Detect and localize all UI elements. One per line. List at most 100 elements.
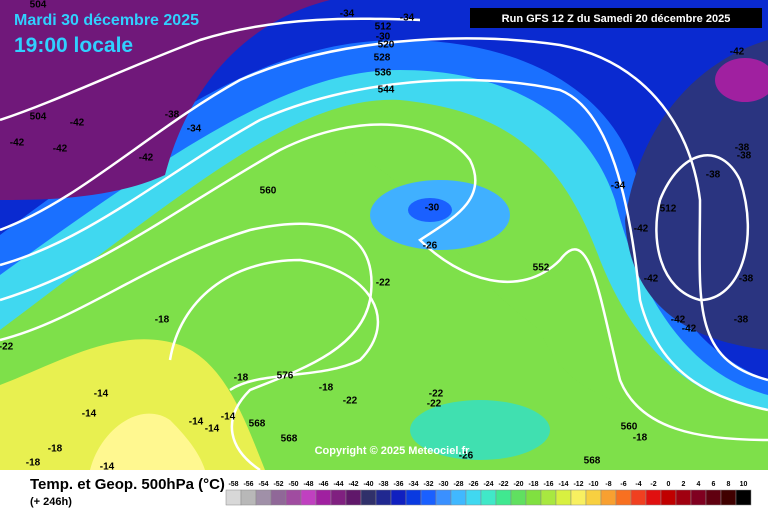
scale-label: -24 [483, 481, 493, 488]
scale-label: -28 [453, 481, 463, 488]
scale-swatch [705, 489, 722, 506]
scale-swatch [270, 489, 287, 506]
contour-label: 504 [30, 112, 47, 123]
contour-label: -30 [425, 203, 440, 214]
scale-swatch [375, 489, 392, 506]
scale-label: -10 [588, 481, 598, 488]
scale-swatch [420, 489, 437, 506]
contour-label: -38 [737, 151, 752, 162]
lead-time: (+ 246h) [30, 496, 72, 508]
run-label: Run GFS 12 Z du Samedi 20 décembre 2025 [502, 13, 731, 25]
contour-label: 568 [249, 419, 266, 430]
scale-swatch [720, 489, 737, 506]
contour-label: -38 [734, 315, 749, 326]
scale-label: -34 [408, 481, 418, 488]
color-scale: -58 -56 -54 -52 -50 -48 -46 -44 -42 -40 -38 -36 -34-… [225, 481, 752, 506]
contour-label: -14 [100, 462, 115, 473]
scale-label: -12 [573, 481, 583, 488]
scale-label: -14 [558, 481, 568, 488]
scale-label: -32 [423, 481, 433, 488]
contour-label: -22 [343, 396, 358, 407]
contour-label: -18 [26, 458, 41, 469]
scale-swatch [630, 489, 647, 506]
contour-label: -42 [671, 315, 686, 326]
scale-label: -26 [468, 481, 478, 488]
contour-label: -30 [376, 32, 391, 43]
scale-label: -40 [363, 481, 373, 488]
contour-label: -18 [319, 383, 334, 394]
scale-label: -8 [605, 481, 611, 488]
contour-label: 560 [621, 422, 638, 433]
scale-swatch [660, 489, 677, 506]
contour-label: -26 [423, 241, 438, 252]
contour-label: -18 [155, 315, 170, 326]
contour-label: -42 [10, 138, 25, 149]
contour-label: -38 [735, 143, 750, 154]
scale-label: -38 [378, 481, 388, 488]
contour-label: 528 [374, 53, 391, 64]
contour-label: -38 [739, 274, 754, 285]
copyright: Copyright © 2025 Meteociel.fr [315, 445, 471, 457]
scale-swatch [360, 489, 377, 506]
map: 504-34512-34-30520528536544-42504-42-38-… [0, 0, 768, 473]
scale-label: -30 [438, 481, 448, 488]
scale-label: -4 [635, 481, 641, 488]
scale-label: 0 [667, 481, 671, 488]
contour-label: 576 [277, 371, 294, 382]
scale-swatch [330, 489, 347, 506]
scale-label: -36 [393, 481, 403, 488]
contour-labels: 504-34512-34-30520528536544-42504-42-38-… [0, 0, 754, 473]
contour-label: -14 [189, 417, 204, 428]
contour [655, 154, 749, 302]
field-purple [0, 0, 330, 200]
contour [0, 78, 768, 412]
scale-swatch [510, 489, 527, 506]
scale-swatch [600, 489, 617, 506]
scale-label: -46 [318, 481, 328, 488]
scale-swatch [255, 489, 272, 506]
scale-swatch [450, 489, 467, 506]
contour-label: 512 [375, 22, 392, 33]
scale-swatch [345, 489, 362, 506]
scale-label: 6 [712, 481, 716, 488]
scale-swatch [240, 489, 257, 506]
contour-label: -14 [221, 412, 236, 423]
field-light-yellow [90, 413, 205, 470]
field-low-core [408, 198, 452, 222]
scale-swatch [285, 489, 302, 506]
contour-label: -18 [48, 444, 63, 455]
contour-label: 568 [584, 456, 601, 467]
scale-label: 8 [727, 481, 731, 488]
scale-label: -50 [288, 481, 298, 488]
scale-swatch [480, 489, 497, 506]
scale-swatch [690, 489, 707, 506]
contour-label: -34 [400, 13, 415, 24]
contour [0, 222, 373, 472]
contour-label: -42 [730, 47, 745, 58]
contour [0, 123, 768, 442]
scale-swatch [315, 489, 332, 506]
field-navy [625, 40, 768, 350]
contour-label: 544 [378, 85, 395, 96]
scale-swatch [405, 489, 422, 506]
contours [0, 17, 768, 472]
scale-label: -52 [273, 481, 283, 488]
scale-swatch [465, 489, 482, 506]
contour-label: -26 [459, 451, 474, 462]
contour-label: -38 [165, 110, 180, 121]
scale-label: -54 [258, 481, 268, 488]
contour-label: -42 [682, 324, 697, 335]
contour-label: -18 [633, 433, 648, 444]
contour-label: 536 [375, 68, 392, 79]
scale-swatch [525, 489, 542, 506]
scale-swatch [645, 489, 662, 506]
contour-label: -42 [634, 224, 649, 235]
scale-label: 10 [740, 481, 748, 488]
contour-label: 504 [30, 0, 47, 11]
field-magenta [715, 58, 768, 102]
scale-swatch [615, 489, 632, 506]
contour-label: -22 [0, 342, 14, 353]
contour-label: -22 [376, 278, 391, 289]
scale-label: -6 [620, 481, 626, 488]
